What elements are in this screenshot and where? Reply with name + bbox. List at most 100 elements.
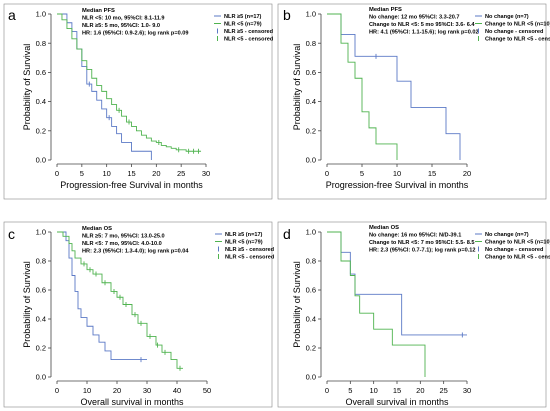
stats-line: HR: 1.6 (95%CI: 0.9-2.6); log rank p=0.0… <box>82 31 188 37</box>
x-tick-label: 10 <box>102 169 110 178</box>
x-axis-label: Progression-free Survival in months <box>60 180 203 190</box>
y-tick-label: 0.8 <box>306 257 316 266</box>
panel-b: b 0 5 10 15 20 0.0 0.2 0.4 0.6 0.8 1.0 Progression-f… <box>277 3 550 200</box>
x-tick-label: 20 <box>416 386 424 395</box>
stats-line: No change: 12 mo 95%CI: 3.3-20.7 <box>369 15 459 21</box>
x-tick-label: 30 <box>143 386 151 395</box>
x-tick-label: 0 <box>325 386 329 395</box>
x-tick-label: 5 <box>360 169 364 178</box>
legend-label: NLR ≥5 (n=17) <box>225 232 263 238</box>
legend-label: No change - censored <box>485 247 544 253</box>
y-tick-label: 1.0 <box>36 10 46 19</box>
x-tick-label: 10 <box>83 386 91 395</box>
y-axis-label: Probability of Survival <box>22 261 32 348</box>
y-tick-label: 0.0 <box>36 156 46 165</box>
stats-line: HR: 2.3 (95%CI: 0.7-7.1); log rank p=0.1… <box>369 248 475 254</box>
y-tick-label: 0.2 <box>306 126 316 135</box>
x-tick-label: 20 <box>113 386 121 395</box>
y-tick-label: 0.6 <box>306 68 316 77</box>
stats-title: Median PFS <box>369 7 402 13</box>
x-tick-label: 40 <box>173 386 181 395</box>
y-tick-label: 1.0 <box>36 228 46 237</box>
legend-label: NLR <5 - censored <box>225 255 275 261</box>
y-tick-label: 0.0 <box>36 373 46 382</box>
legend-label: NLR <5 (n=79) <box>225 240 263 246</box>
legend-label: NLR ≥5 - censored <box>224 29 274 35</box>
km-curve-green <box>327 13 398 160</box>
panel-label: d <box>283 226 291 242</box>
stats-title: Median PFS <box>82 8 115 14</box>
x-tick-label: 10 <box>369 386 377 395</box>
stats-line: NLR <5: 7 mo, 95%CI: 4.0-10.0 <box>82 241 162 247</box>
stats-line: Change to NLR <5: 7 mo 95%CI: 5.5- 8.5 <box>369 240 475 246</box>
y-axis-label: Probability of Survival <box>292 261 302 348</box>
x-tick-label: 0 <box>55 169 59 178</box>
panel-label: c <box>8 226 15 242</box>
stats-line: No change: 16 mo 95%CI: N/D-39.1 <box>369 233 461 239</box>
stats-title: Median OS <box>82 226 112 232</box>
x-axis-label: Overall survival in months <box>345 397 449 407</box>
y-axis-label: Probability of Survival <box>22 44 32 131</box>
x-tick-label: 30 <box>463 386 471 395</box>
y-tick-label: 0.0 <box>306 156 316 165</box>
panel-d: d 0 5 10 15 20 25 30 0.0 0.2 0.4 0.6 0.8 1.0 Overall s… <box>277 221 550 408</box>
y-tick-label: 0.2 <box>36 344 46 353</box>
x-tick-label: 0 <box>325 169 329 178</box>
legend-label: Change to NLR <5 - censored <box>485 255 550 261</box>
x-tick-label: 10 <box>393 169 401 178</box>
panel-a: a 0 5 10 15 20 25 30 0.0 0.2 0.4 0.6 0.8 1.0 Progressi… <box>3 3 274 200</box>
stats-line: HR: 4.1 (95%CI: 1.1-15.6); log rank p=0.… <box>369 30 479 36</box>
km-curve-green <box>327 231 426 377</box>
x-tick-label: 20 <box>463 169 471 178</box>
legend-label: Change to NLR <5 (n=10) <box>485 240 550 246</box>
panel-c: c 0 10 20 30 40 50 0.0 0.2 0.4 0.6 0.8 1.0 Overall su… <box>3 221 275 408</box>
km-curve-blue <box>57 13 152 160</box>
y-tick-label: 0.4 <box>306 97 316 106</box>
y-tick-label: 0.4 <box>36 97 46 106</box>
legend-label: No change - censored <box>485 29 544 35</box>
x-tick-label: 25 <box>177 169 185 178</box>
y-tick-label: 1.0 <box>306 10 316 19</box>
legend-label: NLR ≥5 - censored <box>225 247 275 253</box>
legend-label: No change (n=7) <box>485 14 529 20</box>
x-tick-label: 15 <box>127 169 135 178</box>
y-tick-label: 0.8 <box>36 39 46 48</box>
legend-label: NLR <5 (n=79) <box>224 22 262 28</box>
x-tick-label: 15 <box>428 169 436 178</box>
y-tick-label: 0.6 <box>36 68 46 77</box>
y-tick-label: 0.6 <box>36 286 46 295</box>
y-tick-label: 0.8 <box>36 257 46 266</box>
legend-label: NLR ≥5 (n=17) <box>224 14 262 20</box>
panel-frame <box>277 3 547 200</box>
panel-frame <box>3 3 273 200</box>
panel-frame <box>277 221 547 408</box>
y-tick-label: 1.0 <box>306 228 316 237</box>
y-tick-label: 0.4 <box>36 315 46 324</box>
panel-label: a <box>8 7 16 23</box>
y-tick-label: 0.2 <box>306 344 316 353</box>
legend-label: Change to NLR <5 - censored <box>485 37 550 43</box>
legend-label: Change to NLR <5 (n=10) <box>485 22 550 28</box>
legend-label: NLR <5 - censored <box>224 37 274 43</box>
y-tick-label: 0.0 <box>306 373 316 382</box>
x-tick-label: 50 <box>203 386 211 395</box>
y-tick-label: 0.2 <box>36 126 46 135</box>
stats-line: HR: 2.3 (95%CI: 1.3-4.0); log rank p=0.0… <box>82 249 189 255</box>
km-curve-blue <box>327 13 461 160</box>
stats-line: Change to NLR <5: 5 mo 95%CI: 3.6- 6.4 <box>369 22 475 28</box>
panel-frame <box>3 221 273 408</box>
panel-label: b <box>283 7 291 23</box>
x-axis-label: Overall survival in months <box>80 397 184 407</box>
x-tick-label: 20 <box>152 169 160 178</box>
legend-label: No change (n=7) <box>485 232 529 238</box>
x-axis-label: Progression-free Survival in months <box>326 180 469 190</box>
x-tick-label: 5 <box>80 169 84 178</box>
x-tick-label: 15 <box>393 386 401 395</box>
y-tick-label: 0.8 <box>306 39 316 48</box>
y-tick-label: 0.4 <box>306 315 316 324</box>
x-tick-label: 5 <box>348 386 352 395</box>
km-curve-blue <box>57 231 147 361</box>
x-tick-label: 25 <box>439 386 447 395</box>
x-tick-label: 30 <box>202 169 210 178</box>
